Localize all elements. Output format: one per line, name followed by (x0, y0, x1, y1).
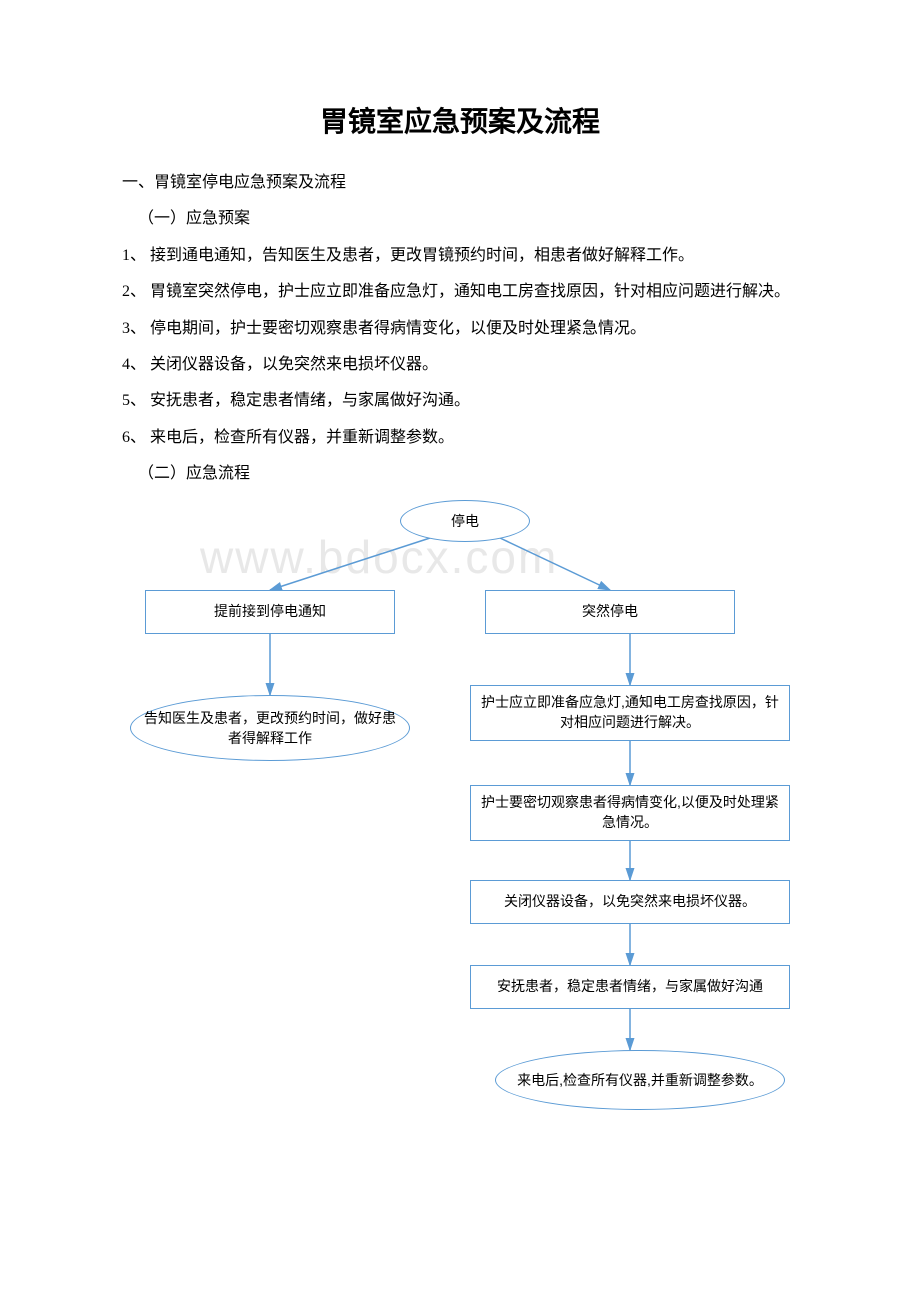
flow-node-left2: 告知医生及患者，更改预约时间，做好患者得解释工作 (130, 695, 410, 761)
subsection-heading-1: （一）应急预案 (90, 204, 830, 234)
list-item: 5、 安抚患者，稳定患者情绪，与家属做好沟通。 (90, 386, 830, 416)
flow-edge (500, 538, 610, 590)
flowchart-container: www.bdocx.com 停电提前接到停电通知突然停电告知医生及患者，更改预约… (90, 500, 830, 1140)
flow-node-right2: 护士应立即准备应急灯,通知电工房查找原因，针对相应问题进行解决。 (470, 685, 790, 741)
list-item: 4、 关闭仪器设备，以免突然来电损坏仪器。 (90, 350, 830, 380)
list-item: 6、 来电后，检查所有仪器，并重新调整参数。 (90, 423, 830, 453)
flow-node-left1: 提前接到停电通知 (145, 590, 395, 634)
document-page: 胃镜室应急预案及流程 一、胃镜室停电应急预案及流程 （一）应急预案 1、 接到通… (0, 0, 920, 1200)
flow-node-right4: 关闭仪器设备，以免突然来电损坏仪器。 (470, 880, 790, 924)
flow-node-start: 停电 (400, 500, 530, 542)
subsection-heading-2: （二）应急流程 (90, 459, 830, 489)
list-item-text: 2、 胃镜室突然停电，护士应立即准备应急灯，通知电工房查找原因，针对相应问题进行… (122, 283, 790, 300)
section-heading-1: 一、胃镜室停电应急预案及流程 (90, 168, 830, 198)
flow-node-right6: 来电后,检查所有仪器,并重新调整参数。 (495, 1050, 785, 1110)
page-title: 胃镜室应急预案及流程 (90, 100, 830, 140)
list-item: 1、 接到通电通知，告知医生及患者，更改胃镜预约时间，相患者做好解释工作。 (90, 241, 830, 271)
flow-node-right1: 突然停电 (485, 590, 735, 634)
list-item: 2、 胃镜室突然停电，护士应立即准备应急灯，通知电工房查找原因，针对相应问题进行… (90, 277, 830, 307)
list-item: 3、 停电期间，护士要密切观察患者得病情变化，以便及时处理紧急情况。 (90, 314, 830, 344)
flow-node-right5: 安抚患者，稳定患者情绪，与家属做好沟通 (470, 965, 790, 1009)
flow-node-right3: 护士要密切观察患者得病情变化,以便及时处理紧急情况。 (470, 785, 790, 841)
flow-edge (270, 538, 430, 590)
